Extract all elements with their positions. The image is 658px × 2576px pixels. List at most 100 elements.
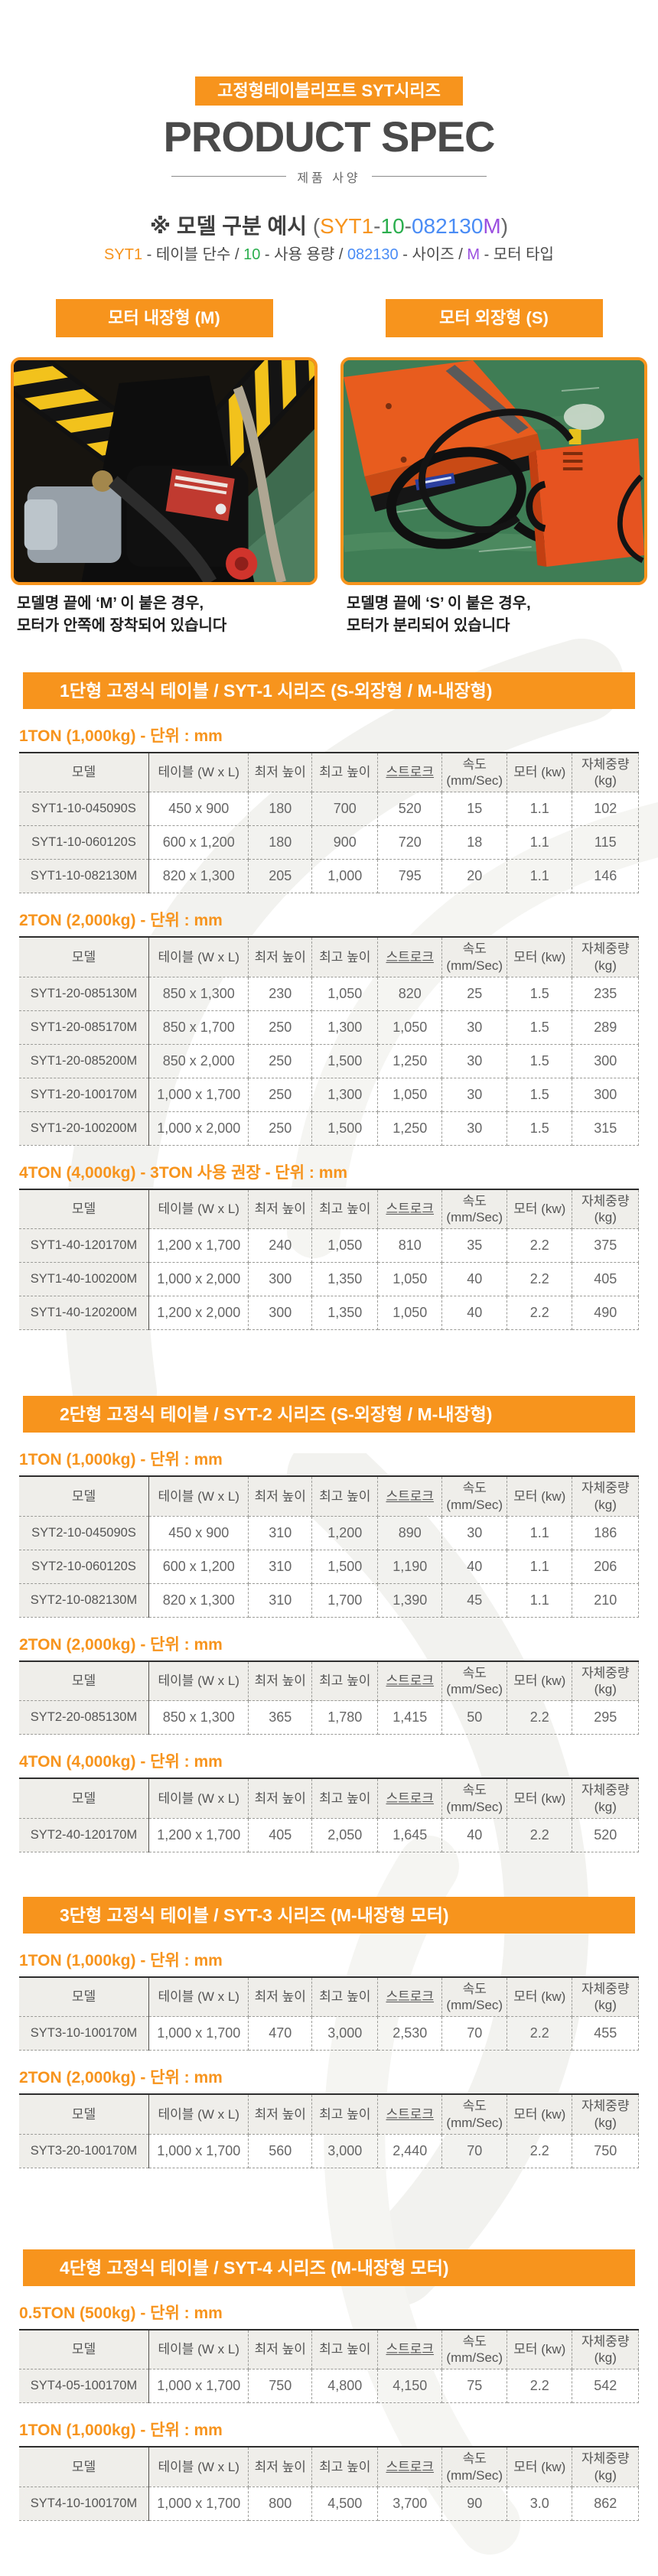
column-header: 최고 높이 (311, 2094, 379, 2135)
column-header: 테이블 (W x L) (148, 2329, 249, 2370)
column-header-text: 모델 (71, 949, 96, 964)
spec-cell: 40 (441, 1550, 508, 1584)
column-header: 스트로크 (377, 2094, 443, 2135)
spec-cell: 1,645 (377, 1818, 443, 1852)
model-cell: SYT1-20-085130M (18, 977, 150, 1011)
spec-cell: 40 (441, 1818, 508, 1852)
section-banner: 1단형 고정식 테이블 / SYT-1 시리즈 (S-외장형 / M-내장형) (23, 672, 635, 709)
column-header-text: 모델 (71, 1488, 96, 1504)
spec-cell: 3,000 (311, 2134, 379, 2168)
spec-cell: 300 (248, 1296, 313, 1331)
spec-cell: 90 (441, 2487, 508, 2521)
column-header: 속도 (mm/Sec) (441, 2447, 508, 2487)
spec-cell: 455 (572, 2016, 640, 2051)
spec-cell: 542 (572, 2369, 640, 2404)
column-header-text: 최고 높이 (319, 1791, 371, 1806)
spec-cell: 1,190 (377, 1550, 443, 1584)
spec-cell: 1,500 (311, 1044, 379, 1078)
column-header-text: 테이블 (W x L) (158, 2459, 239, 2474)
column-header: 테이블 (W x L) (148, 1976, 249, 2018)
column-header-text: 모델 (71, 2106, 96, 2122)
spec-cell: 2.2 (507, 2016, 573, 2051)
spec-cell: 1,050 (311, 977, 379, 1011)
model-cell: SYT1-20-100170M (18, 1078, 150, 1112)
spec-cell: 850 x 1,700 (148, 1010, 249, 1045)
table-row: SYT2-20-085130M 850 x 1,300 365 1,780 1,415 5… (18, 1700, 640, 1735)
column-header-text: 자체중량 (kg) (581, 1665, 630, 1697)
model-cell: SYT1-40-120200M (18, 1296, 150, 1331)
column-header: 모델 (18, 1189, 150, 1230)
column-header-text: 모델 (71, 1989, 96, 2005)
model-cell: SYT3-10-100170M (18, 2016, 150, 2051)
spec-cell: 50 (441, 1700, 508, 1735)
column-header: 모델 (18, 1778, 150, 1819)
column-header-text: 테이블 (W x L) (158, 949, 239, 964)
spec-cell: 2.2 (507, 1700, 573, 1735)
spec-table-container: 모델 테이블 (W x L) 최저 높이 최고 높이 스트로크 속도 (mm/Sec) 모터… (0, 936, 658, 1146)
spec-cell: 700 (311, 792, 379, 827)
column-header-text: 최고 높이 (319, 765, 371, 780)
model-part-motor: M (483, 213, 501, 238)
spec-cell: 40 (441, 1296, 508, 1331)
spec-cell: 1.5 (507, 1111, 573, 1146)
model-part-capacity: 10 (380, 213, 405, 238)
subtitle-divider-left (171, 176, 287, 177)
model-cell: SYT2-10-082130M (18, 1583, 150, 1618)
spec-section-syt1: 1단형 고정식 테이블 / SYT-1 시리즈 (S-외장형 / M-내장형) … (0, 672, 658, 1331)
dash: - (373, 213, 381, 238)
capacity-label: 4TON (4,000kg) - 3TON 사용 권장 - 단위 : mm (19, 1163, 348, 1182)
spec-cell: 1,500 (311, 1550, 379, 1584)
capacity-label: 1TON (1,000kg) - 단위 : mm (19, 1451, 223, 1469)
column-header: 모델 (18, 1476, 150, 1517)
table-row: SYT1-40-120170M 1,200 x 1,700 240 1,050 810 3… (18, 1228, 640, 1264)
table-row: SYT2-10-060120S 600 x 1,200 310 1,500 1,190 4… (18, 1550, 640, 1584)
column-header-text: 최고 높이 (319, 1673, 371, 1689)
header-row: 모델 테이블 (W x L) 최저 높이 최고 높이 스트로크 속도 (mm/Sec) 모터… (18, 2447, 640, 2487)
section-banner: 3단형 고정식 테이블 / SYT-3 시리즈 (M-내장형 모터) (23, 1896, 635, 1934)
paren-close: ) (500, 213, 509, 238)
table-row: SYT2-10-082130M 820 x 1,300 310 1,700 1,390 4… (18, 1583, 640, 1618)
column-header: 최고 높이 (311, 1976, 379, 2018)
page-title: PRODUCT SPEC (163, 112, 496, 161)
subtitle-divider-right (371, 176, 487, 177)
column-header-text: 최저 높이 (254, 1673, 306, 1689)
column-header: 최저 높이 (248, 1976, 313, 2018)
spec-cell: 1.5 (507, 1078, 573, 1112)
table-row: SYT2-10-045090S 450 x 900 310 1,200 890 30 1.1… (18, 1516, 640, 1550)
column-header: 스트로크 (377, 752, 443, 793)
column-header-text: 테이블 (W x L) (158, 1791, 239, 1806)
spec-cell: 1,300 (311, 1010, 379, 1045)
column-header-text: 모델 (71, 1673, 96, 1689)
spec-cell: 850 x 1,300 (148, 977, 249, 1011)
column-header-text: 모델 (71, 2459, 96, 2474)
motor-type-card-external: 모터 외장형 (S) (340, 298, 647, 637)
column-header: 모터 (kw) (507, 2094, 573, 2135)
column-header-text: 속도 (mm/Sec) (446, 1665, 503, 1697)
column-header: 속도 (mm/Sec) (441, 1976, 508, 2018)
spec-cell: 18 (441, 825, 508, 860)
spec-cell: 1,415 (377, 1700, 443, 1735)
spec-cell: 3,000 (311, 2016, 379, 2051)
column-header: 모델 (18, 937, 150, 977)
table-row: SYT1-20-085200M 850 x 2,000 250 1,500 1,250 3… (18, 1044, 640, 1078)
spec-cell: 375 (572, 1228, 640, 1264)
column-header-text: 자체중량 (kg) (581, 2334, 630, 2366)
spec-cell: 1,050 (311, 1228, 379, 1264)
spec-cell: 310 (248, 1583, 313, 1618)
spec-cell: 1.1 (507, 792, 573, 827)
spec-cell: 250 (248, 1078, 313, 1112)
model-cell: SYT1-40-100200M (18, 1262, 150, 1297)
column-header-text: 자체중량 (kg) (581, 1481, 630, 1512)
column-header-text: 모터 (kw) (513, 1673, 566, 1689)
spec-cell: 2,050 (311, 1818, 379, 1852)
column-header-text: 테이블 (W x L) (158, 1202, 239, 1217)
column-header: 자체중량 (kg) (572, 1476, 640, 1517)
capacity-label: 1TON (1,000kg) - 단위 : mm (19, 2422, 223, 2440)
column-header-text: 모델 (71, 765, 96, 780)
spec-cell: 75 (441, 2369, 508, 2404)
caption-line: 모터가 안쪽에 장착되어 있습니다 (17, 616, 227, 634)
spec-cell: 820 x 1,300 (148, 859, 249, 894)
spec-cell: 890 (377, 1516, 443, 1550)
spec-cell: 315 (572, 1111, 640, 1146)
spec-cell: 470 (248, 2016, 313, 2051)
